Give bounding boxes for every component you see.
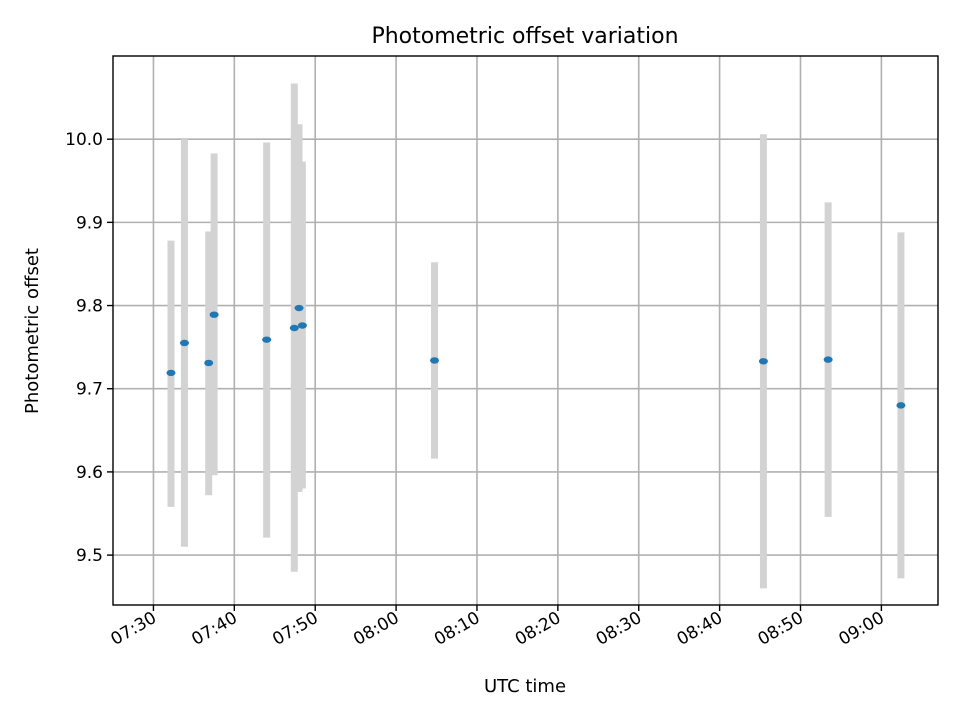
y-tick-label: 9.7: [76, 380, 103, 400]
chart-title: Photometric offset variation: [371, 24, 678, 49]
data-point: [896, 402, 906, 409]
data-point: [204, 359, 214, 367]
data-point: [166, 369, 176, 377]
x-axis-label: UTC time: [484, 676, 566, 697]
y-tick-label: 9.8: [76, 297, 103, 317]
data-point: [179, 339, 189, 347]
data-point: [758, 358, 768, 365]
y-tick-label: 9.5: [76, 546, 103, 566]
data-point: [262, 336, 272, 343]
data-points: [166, 304, 906, 409]
y-axis-label: Photometric offset: [22, 248, 43, 414]
y-tick-label: 10.0: [65, 130, 103, 150]
y-tick-label: 9.9: [76, 213, 103, 233]
y-axis-ticks: 9.5 9.6 9.7 9.8 9.9 10.0: [65, 130, 113, 566]
data-point: [297, 322, 307, 329]
data-point: [294, 304, 304, 312]
data-point: [430, 357, 440, 364]
y-tick-label: 9.6: [76, 463, 103, 483]
grid-lines: [113, 56, 938, 605]
plot-area-frame: [112, 55, 939, 606]
data-point: [289, 324, 299, 332]
data-point: [823, 356, 833, 363]
data-point: [209, 311, 219, 318]
